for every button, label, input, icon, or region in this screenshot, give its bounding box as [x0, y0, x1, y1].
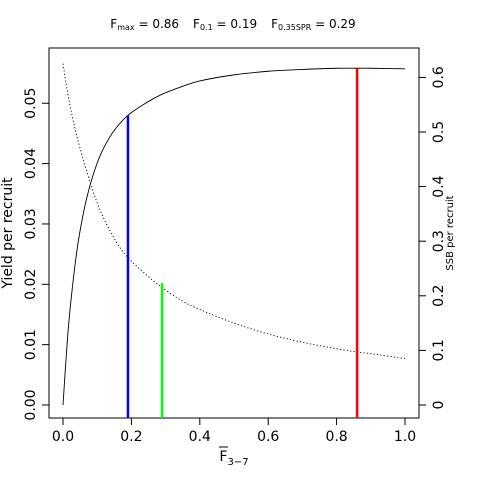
chart-title: Fmax = 0.86 F0.1 = 0.19 F0.35SPR = 0.29 — [110, 17, 355, 32]
y-tick-label: 0.02 — [23, 269, 39, 300]
title-fspr-label: F — [271, 17, 278, 31]
x-tick-label: 0.6 — [257, 429, 279, 445]
title-fmax-sub: max — [117, 23, 135, 32]
x-tick-label: 1.0 — [394, 429, 416, 445]
title-f01-value: = 0.19 — [213, 17, 257, 31]
title-f01-sub: 0.1 — [200, 23, 213, 32]
x-tick-label: 0.0 — [52, 429, 74, 445]
x-axis-label: F3−7 — [219, 449, 248, 468]
y2-tick-label: 0.3 — [431, 230, 447, 252]
title-fmax-value: = 0.86 — [135, 17, 179, 31]
reference-lines — [126, 68, 359, 418]
y-tick-label: 0.05 — [23, 88, 39, 119]
yield-per-recruit-line — [62, 67, 406, 406]
y-tick-label: 0.04 — [23, 148, 39, 179]
x-tick-label: 0.8 — [325, 429, 347, 445]
y-tick-label: 0.01 — [23, 329, 39, 360]
y-tick-label: 0.00 — [23, 389, 39, 420]
x-axis-label-main: F — [219, 449, 227, 465]
y-axis-label: Yield per recruit — [0, 177, 16, 290]
y2-tick-label: 0.5 — [431, 121, 447, 143]
plot-frame — [48, 47, 420, 419]
y-axis-right: 0 0.1 0.2 0.3 0.4 0.5 0.6 — [418, 66, 447, 410]
y-axis-left: 0.00 0.01 0.02 0.03 0.04 0.05 — [23, 88, 50, 421]
x-tick-label: 0.4 — [189, 429, 211, 445]
title-fmax-label: F — [110, 17, 117, 31]
y2-tick-label: 0.6 — [431, 66, 447, 88]
x-axis-label-sub: 3−7 — [227, 457, 248, 468]
ssb-per-recruit-line — [62, 63, 406, 360]
title-fspr-value: = 0.29 — [311, 17, 355, 31]
y2-tick-label: 0.1 — [431, 339, 447, 361]
y-tick-label: 0.03 — [23, 208, 39, 239]
title-fspr-sub: 0.35SPR — [278, 23, 312, 32]
title-f01-label: F — [193, 17, 200, 31]
y2-tick-label: 0 — [431, 401, 447, 410]
y2-tick-label: 0.2 — [431, 285, 447, 307]
x-axis: 0.0 0.2 0.4 0.6 0.8 1.0 — [52, 417, 416, 445]
y2-tick-label: 0.4 — [431, 175, 447, 197]
x-tick-label: 0.2 — [120, 429, 142, 445]
y2-axis-label: SSB per recruit — [445, 195, 456, 270]
series-layer — [62, 63, 406, 406]
